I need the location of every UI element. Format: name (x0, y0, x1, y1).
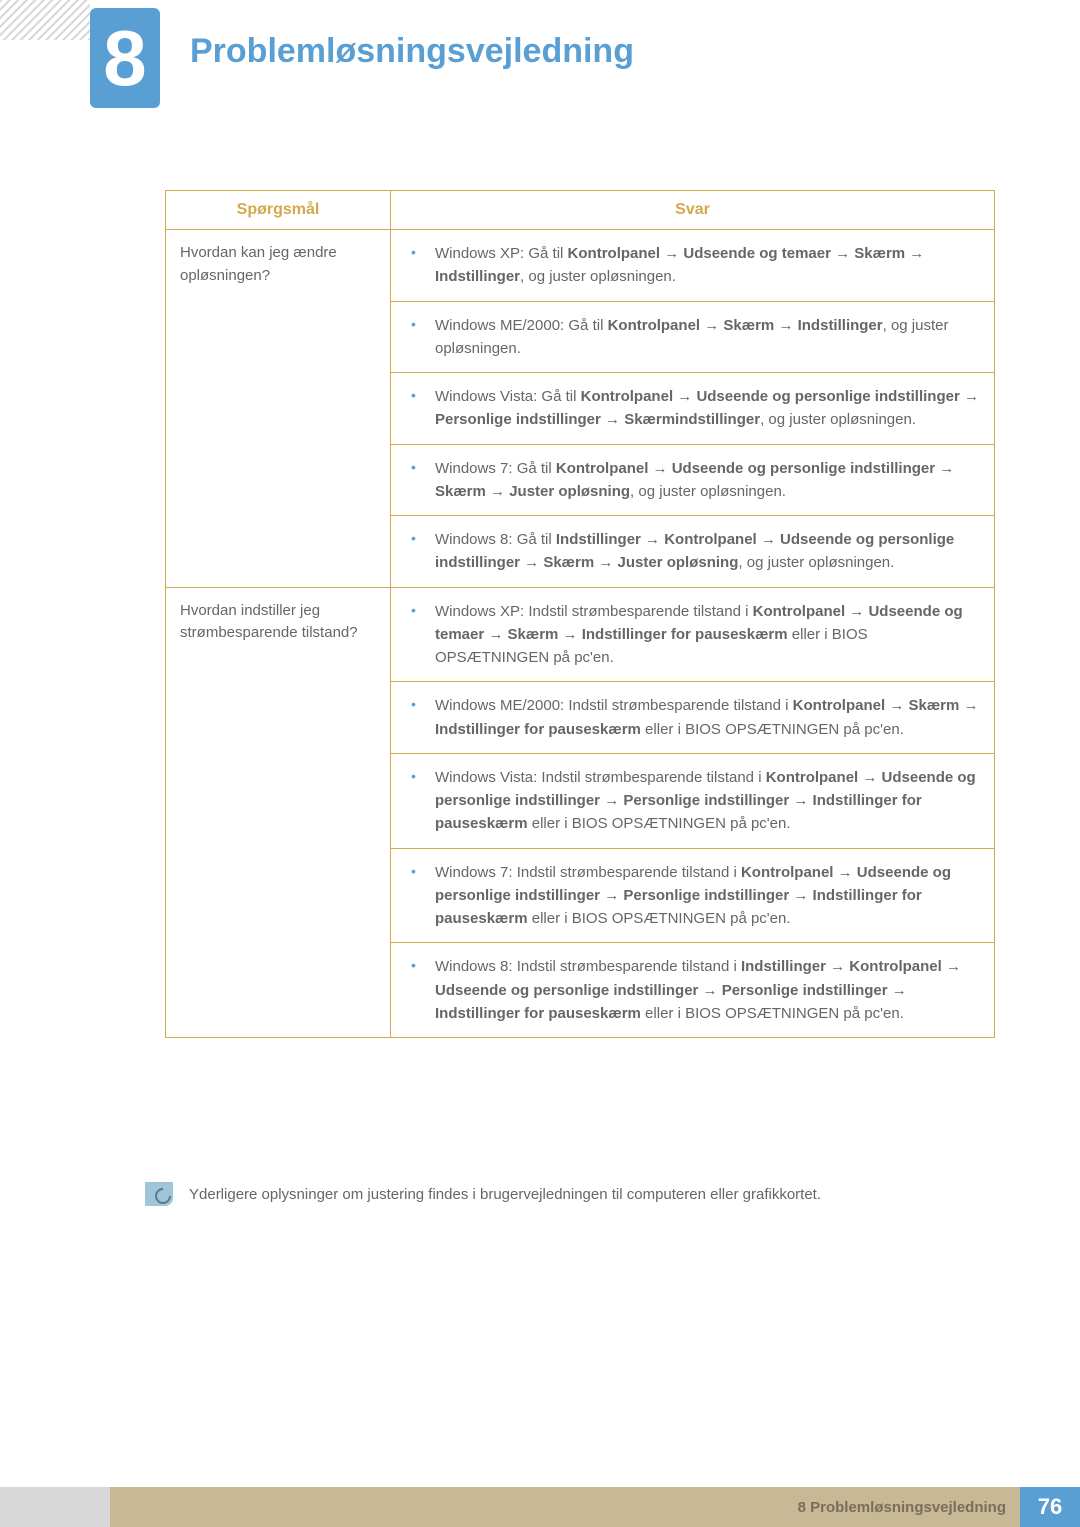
note-row: Yderligere oplysninger om justering find… (145, 1182, 821, 1206)
note-icon (145, 1182, 173, 1206)
answer-item: Windows 7: Indstil strømbesparende tilst… (391, 849, 994, 944)
col-header-answer: Svar (391, 191, 995, 230)
page-footer: 8 Problemløsningsvejledning 76 (0, 1487, 1080, 1527)
answer-item: Windows XP: Gå til Kontrolpanel → Udseen… (391, 230, 994, 302)
table-row-question: Hvordan kan jeg ændre opløsningen? (166, 230, 391, 588)
table-row-answer: Windows XP: Gå til Kontrolpanel → Udseen… (391, 230, 995, 588)
qa-table: Spørgsmål Svar Hvordan kan jeg ændre opl… (165, 190, 995, 1038)
footer-page-number: 76 (1020, 1487, 1080, 1527)
answer-item: Windows 7: Gå til Kontrolpanel → Udseend… (391, 445, 994, 517)
footer-gray-block (0, 1487, 110, 1527)
answer-item: Windows XP: Indstil strømbesparende tils… (391, 588, 994, 683)
header-hatch (0, 0, 90, 40)
chapter-badge: 8 (90, 8, 160, 108)
answer-item: Windows ME/2000: Indstil strømbesparende… (391, 682, 994, 754)
note-text: Yderligere oplysninger om justering find… (189, 1186, 821, 1203)
chapter-title: Problemløsningsvejledning (190, 32, 634, 71)
table-row-question: Hvordan indstiller jeg strømbesparende t… (166, 587, 391, 1038)
answer-item: Windows ME/2000: Gå til Kontrolpanel → S… (391, 302, 994, 374)
footer-title: 8 Problemløsningsvejledning (110, 1487, 1020, 1527)
qa-table-container: Spørgsmål Svar Hvordan kan jeg ændre opl… (165, 190, 995, 1038)
col-header-question: Spørgsmål (166, 191, 391, 230)
answer-item: Windows Vista: Indstil strømbesparende t… (391, 754, 994, 849)
answer-item: Windows 8: Indstil strømbesparende tilst… (391, 943, 994, 1037)
answer-item: Windows Vista: Gå til Kontrolpanel → Uds… (391, 373, 994, 445)
chapter-number: 8 (103, 19, 146, 97)
table-row-answer: Windows XP: Indstil strømbesparende tils… (391, 587, 995, 1038)
answer-item: Windows 8: Gå til Indstillinger → Kontro… (391, 516, 994, 587)
